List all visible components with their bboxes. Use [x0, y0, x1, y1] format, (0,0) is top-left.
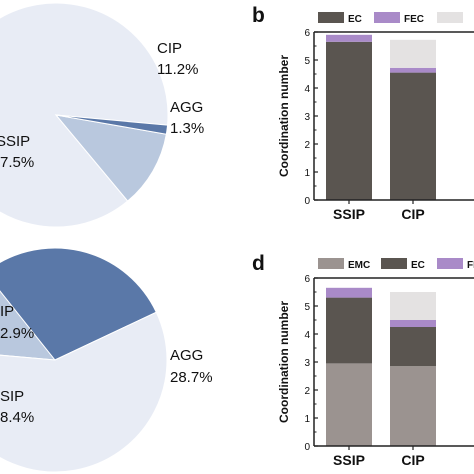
- bar-top-ytick-label: 4: [304, 84, 310, 95]
- bar-top-ytick-label: 1: [304, 168, 310, 179]
- pie-top-value-cip: 11.2%: [157, 61, 198, 78]
- pie-top-slice-agg: [55, 114, 169, 135]
- bar-bottom-ytick-label: 1: [304, 414, 310, 425]
- bar-top-bar-cip-0: [390, 72, 436, 200]
- bar-top-ytick-label: 0: [304, 196, 310, 207]
- bar-top-category-ssip: SSIP: [333, 206, 365, 222]
- bar-bottom-category-cip: CIP: [401, 452, 424, 468]
- bar-top-ytick-label: 3: [304, 112, 310, 123]
- pie-top-value-ssip: 7.5%: [0, 154, 34, 171]
- pie-top-label-cip: CIP: [157, 40, 182, 57]
- bar-bottom-legend-label-1: EC: [411, 260, 425, 271]
- bar-top-legend-label-0: EC: [348, 14, 362, 25]
- bar-bottom-legend-swatch-2: [437, 258, 463, 269]
- pie-bottom-slice-ssip: [0, 311, 168, 473]
- pie-bottom-label-cip: IP: [0, 303, 14, 320]
- bar-top-bar-ssip-1: [326, 34, 372, 42]
- bar-top-bar-ssip-0: [326, 41, 372, 200]
- bar-bottom-ylabel: Coordination number: [277, 301, 291, 423]
- bar-top-legend-swatch-1: [374, 12, 400, 23]
- pie-bottom-value-agg: 28.7%: [170, 369, 213, 386]
- bar-bottom-legend-swatch-0: [318, 258, 344, 269]
- pie-bottom-value-ssip: 8.4%: [0, 409, 34, 426]
- bar-chart-top: EC FEC SSIP CIP 0 1 2 3 4 5 6 Coordination number: [277, 12, 474, 222]
- bar-bottom-bar-ssip-1: [326, 297, 372, 364]
- bar-bottom-bar-cip-1: [390, 327, 436, 367]
- pie-top-label-ssip: SSIP: [0, 133, 30, 150]
- bar-bottom-ytick-label: 5: [304, 302, 310, 313]
- bar-top-ytick-label: 2: [304, 140, 310, 151]
- pie-bottom-value-cip: 2.9%: [0, 325, 34, 342]
- pie-bottom-label-agg: AGG: [170, 347, 203, 364]
- pie-top-value-agg: 1.3%: [170, 120, 204, 137]
- bar-bottom-category-ssip: SSIP: [333, 452, 365, 468]
- panel-letter-b: b: [252, 4, 265, 27]
- bar-top-category-cip: CIP: [401, 206, 424, 222]
- bar-bottom-bar-ssip-2: [326, 287, 372, 298]
- bar-bottom-bar-cip-0: [390, 366, 436, 446]
- bar-bottom-legend-label-0: EMC: [348, 260, 370, 271]
- bar-top-legend-swatch-0: [318, 12, 344, 23]
- bar-top-ytick-label: 6: [304, 28, 310, 39]
- bar-bottom-ytick-label: 0: [304, 442, 310, 453]
- bar-bottom-legend-label-2: FE: [467, 260, 474, 271]
- bar-chart-bottom: EMC EC FE SSIP CIP 0 1 2 3 4 5 6 Coordination number: [277, 258, 474, 468]
- pie-bottom-slice-agg: [0, 247, 157, 361]
- bar-bottom-ytick-label: 6: [304, 274, 310, 285]
- pie-top-slice-cip: [54, 114, 167, 202]
- bar-top-bar-cip-2: [390, 39, 436, 68]
- pie-chart-bottom: [0, 247, 168, 473]
- bar-top-legend-label-1: FEC: [404, 14, 424, 25]
- bar-top-legend-swatch-2: [437, 12, 463, 23]
- pie-bottom-label-ssip: SIP: [0, 388, 24, 405]
- bar-top-bar-cip-1: [390, 67, 436, 73]
- bar-bottom-legend-swatch-1: [381, 258, 407, 269]
- bar-bottom-ytick-label: 3: [304, 358, 310, 369]
- pie-top-slice-ssip: [0, 2, 169, 228]
- pie-chart-top: [0, 2, 169, 228]
- bar-top-ytick-label: 5: [304, 56, 310, 67]
- pie-top-label-agg: AGG: [170, 99, 203, 116]
- bar-bottom-ytick-label: 2: [304, 386, 310, 397]
- bar-bottom-bar-ssip-0: [326, 363, 372, 446]
- bar-bottom-ytick-label: 4: [304, 330, 310, 341]
- panel-letter-d: d: [252, 252, 265, 275]
- bar-bottom-bar-cip-2: [390, 320, 436, 327]
- bar-top-ylabel: Coordination number: [277, 55, 291, 177]
- bar-bottom-bar-cip-3: [390, 292, 436, 320]
